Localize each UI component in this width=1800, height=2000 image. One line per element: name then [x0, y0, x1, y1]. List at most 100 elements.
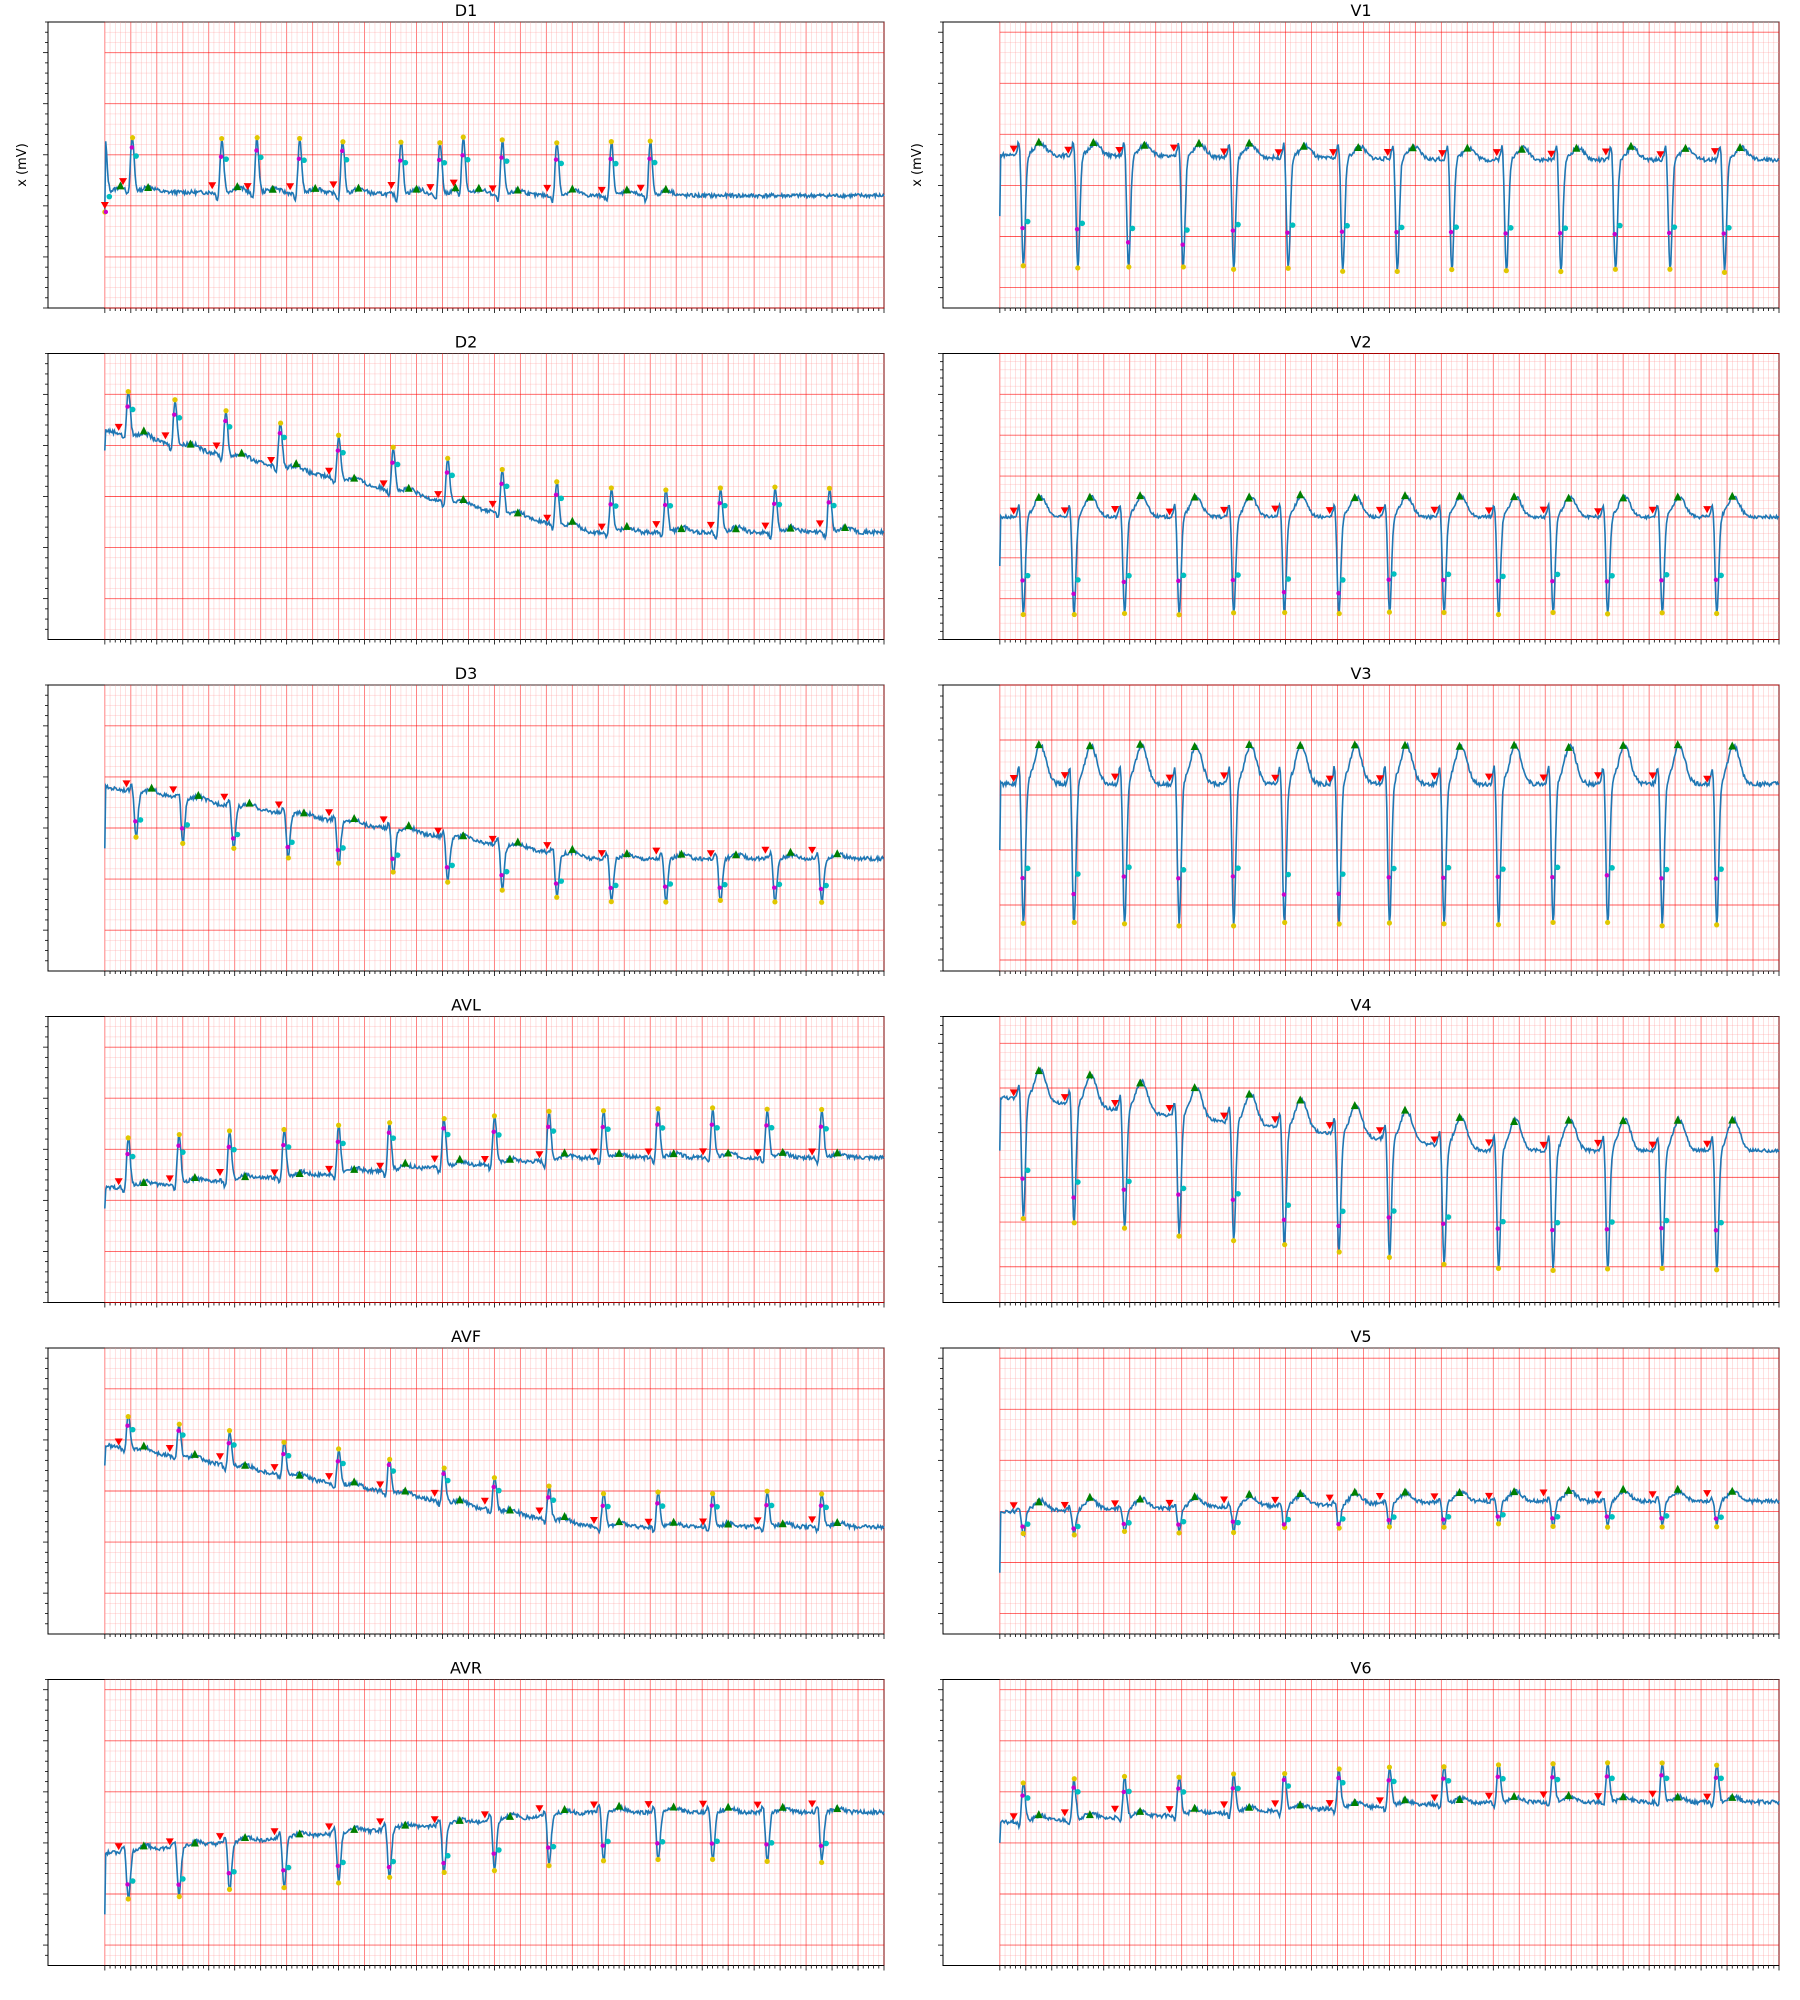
- beat-markers: [426, 140, 460, 192]
- beat-markers: [1220, 739, 1254, 929]
- beat-markers: [1271, 1771, 1305, 1809]
- beat-markers: [1547, 143, 1581, 275]
- beat-markers: [1325, 1101, 1359, 1255]
- beat-markers: [165, 1838, 199, 1900]
- beat-markers: [597, 849, 631, 905]
- beat-markers: [1064, 137, 1098, 271]
- beat-markers: [100, 181, 125, 215]
- beat-markers: [434, 455, 468, 504]
- beat-markers: [1271, 1095, 1305, 1248]
- beat-markers: [808, 846, 842, 905]
- panel-v3: V3: [938, 664, 1780, 976]
- beat-markers: [387, 139, 421, 193]
- beat-markers: [815, 485, 850, 531]
- beat-markers: [1274, 141, 1308, 271]
- beat-markers: [644, 1489, 678, 1526]
- beat-markers: [1710, 143, 1745, 275]
- panel-v4: V4: [938, 996, 1780, 1308]
- beat-markers: [808, 1800, 842, 1866]
- beat-markers: [1375, 1764, 1410, 1805]
- beat-markers: [1648, 1760, 1682, 1801]
- beat-markers: [430, 1815, 464, 1875]
- beat-markers: [274, 801, 308, 861]
- beat-markers: [808, 1106, 842, 1157]
- beat-markers: [1165, 1492, 1199, 1536]
- panel-title: D2: [455, 333, 478, 352]
- ecg-grid: [938, 21, 1780, 313]
- beat-markers: [761, 846, 795, 905]
- beat-markers: [706, 850, 740, 903]
- beat-markers: [1703, 1115, 1737, 1273]
- beat-markers: [1110, 1773, 1145, 1815]
- beat-markers: [543, 140, 577, 193]
- beat-markers: [1271, 490, 1305, 616]
- ecg-grid: [43, 353, 885, 645]
- beat-markers: [1656, 143, 1690, 272]
- beat-markers: [652, 487, 686, 533]
- beat-markers: [589, 1801, 624, 1864]
- beat-markers: [488, 466, 522, 517]
- panel-title: D3: [455, 664, 478, 683]
- beat-markers: [535, 1804, 569, 1869]
- beat-markers: [1271, 1488, 1305, 1531]
- beat-markers: [597, 485, 631, 531]
- beat-markers: [208, 135, 242, 191]
- beat-markers: [535, 1108, 569, 1159]
- beat-markers: [1594, 740, 1628, 926]
- beat-markers: [1325, 1766, 1359, 1808]
- beat-markers: [1009, 1497, 1043, 1537]
- ecg-grid: [938, 1016, 1780, 1308]
- beat-markers: [169, 786, 203, 846]
- beat-markers: [379, 816, 413, 875]
- beat-markers: [480, 1113, 515, 1164]
- beat-markers: [1492, 144, 1526, 274]
- beat-markers: [449, 134, 483, 192]
- beat-markers: [1169, 138, 1203, 270]
- beat-markers: [1484, 492, 1519, 618]
- panel-d3: D3: [43, 664, 885, 976]
- beat-markers: [1060, 1492, 1094, 1538]
- beat-markers: [1703, 491, 1737, 617]
- beat-markers: [1430, 1764, 1464, 1804]
- beat-markers: [1115, 140, 1149, 270]
- panel-d2: D2: [43, 333, 885, 645]
- ecg-trace: [999, 139, 1780, 273]
- beat-markers: [1220, 138, 1254, 272]
- beat-markers: [1430, 491, 1464, 616]
- beat-markers: [165, 1131, 199, 1183]
- beat-markers: [212, 408, 246, 457]
- beat-markers: [1375, 1105, 1410, 1260]
- beat-markers: [1009, 740, 1043, 926]
- beat-markers: [1060, 741, 1094, 925]
- ecg-trace: [104, 391, 885, 542]
- beat-markers: [1009, 1780, 1043, 1821]
- beat-markers: [1438, 143, 1472, 273]
- beat-markers: [1220, 1489, 1254, 1536]
- beat-markers: [376, 1456, 410, 1495]
- beat-markers: [267, 420, 301, 468]
- beat-markers: [1539, 742, 1573, 926]
- beat-markers: [243, 135, 277, 193]
- beat-markers: [597, 139, 631, 194]
- beat-markers: [1220, 1771, 1254, 1811]
- beat-markers: [543, 479, 577, 525]
- panel-title: AVR: [450, 1659, 482, 1678]
- panel-title: V6: [1350, 1659, 1371, 1678]
- beat-markers: [1325, 1487, 1359, 1531]
- beat-markers: [1539, 1485, 1573, 1530]
- beat-markers: [430, 1116, 464, 1163]
- beat-markers: [119, 135, 153, 191]
- beat-markers: [1594, 1484, 1628, 1530]
- beat-markers: [1539, 493, 1573, 616]
- beat-markers: [215, 1128, 250, 1181]
- beat-markers: [215, 1832, 250, 1892]
- beat-markers: [1220, 492, 1254, 616]
- beat-markers: [1594, 1116, 1628, 1272]
- panel-v6: V6: [938, 1659, 1780, 1971]
- beat-markers: [1484, 1762, 1519, 1800]
- beat-markers: [589, 1491, 624, 1526]
- y-axis-label: x (mV): [15, 143, 30, 187]
- beat-markers: [286, 135, 320, 192]
- beat-markers: [1329, 143, 1363, 274]
- beat-markers: [122, 780, 156, 840]
